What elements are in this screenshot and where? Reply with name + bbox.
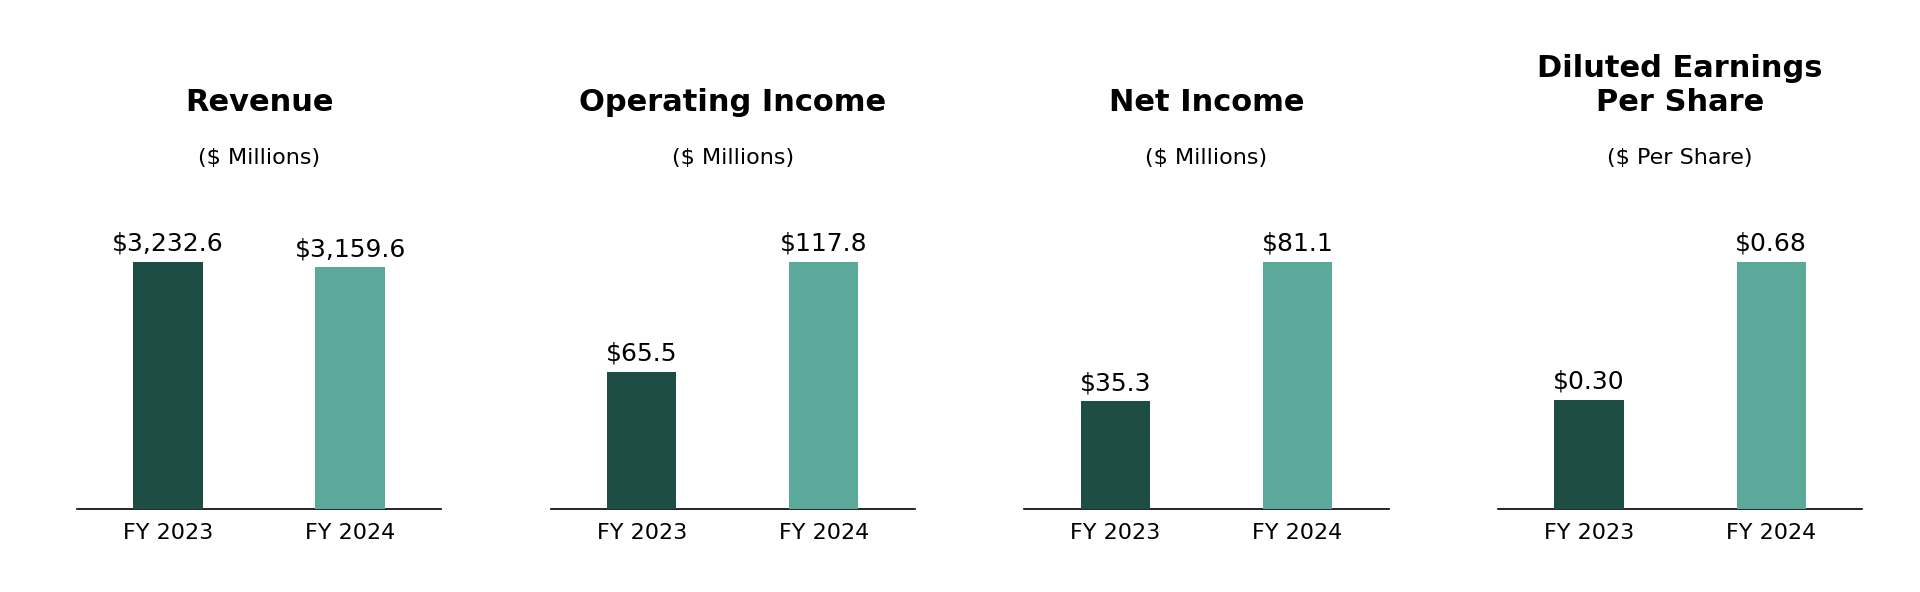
Text: $3,232.6: $3,232.6 — [111, 231, 225, 256]
Text: $3,159.6: $3,159.6 — [294, 237, 405, 261]
Text: $81.1: $81.1 — [1261, 231, 1334, 256]
Bar — [1555, 400, 1624, 509]
Text: ($ Millions): ($ Millions) — [1146, 148, 1267, 168]
Bar — [132, 262, 202, 509]
Bar — [789, 262, 858, 509]
Text: $65.5: $65.5 — [607, 342, 678, 365]
Text: $0.68: $0.68 — [1736, 231, 1807, 256]
Bar — [1081, 401, 1150, 509]
Text: $117.8: $117.8 — [780, 231, 868, 256]
Bar — [1263, 262, 1332, 509]
Text: ($ Per Share): ($ Per Share) — [1607, 148, 1753, 168]
Bar — [1738, 262, 1807, 509]
Text: ($ Millions): ($ Millions) — [198, 148, 321, 168]
Text: $35.3: $35.3 — [1079, 371, 1152, 395]
Bar — [315, 267, 384, 509]
Text: ($ Millions): ($ Millions) — [672, 148, 793, 168]
Text: Net Income: Net Income — [1108, 88, 1304, 117]
Text: Revenue: Revenue — [184, 88, 334, 117]
Bar — [607, 372, 676, 509]
Text: Operating Income: Operating Income — [580, 88, 887, 117]
Text: $0.30: $0.30 — [1553, 370, 1624, 394]
Text: Diluted Earnings
Per Share: Diluted Earnings Per Share — [1538, 54, 1822, 117]
